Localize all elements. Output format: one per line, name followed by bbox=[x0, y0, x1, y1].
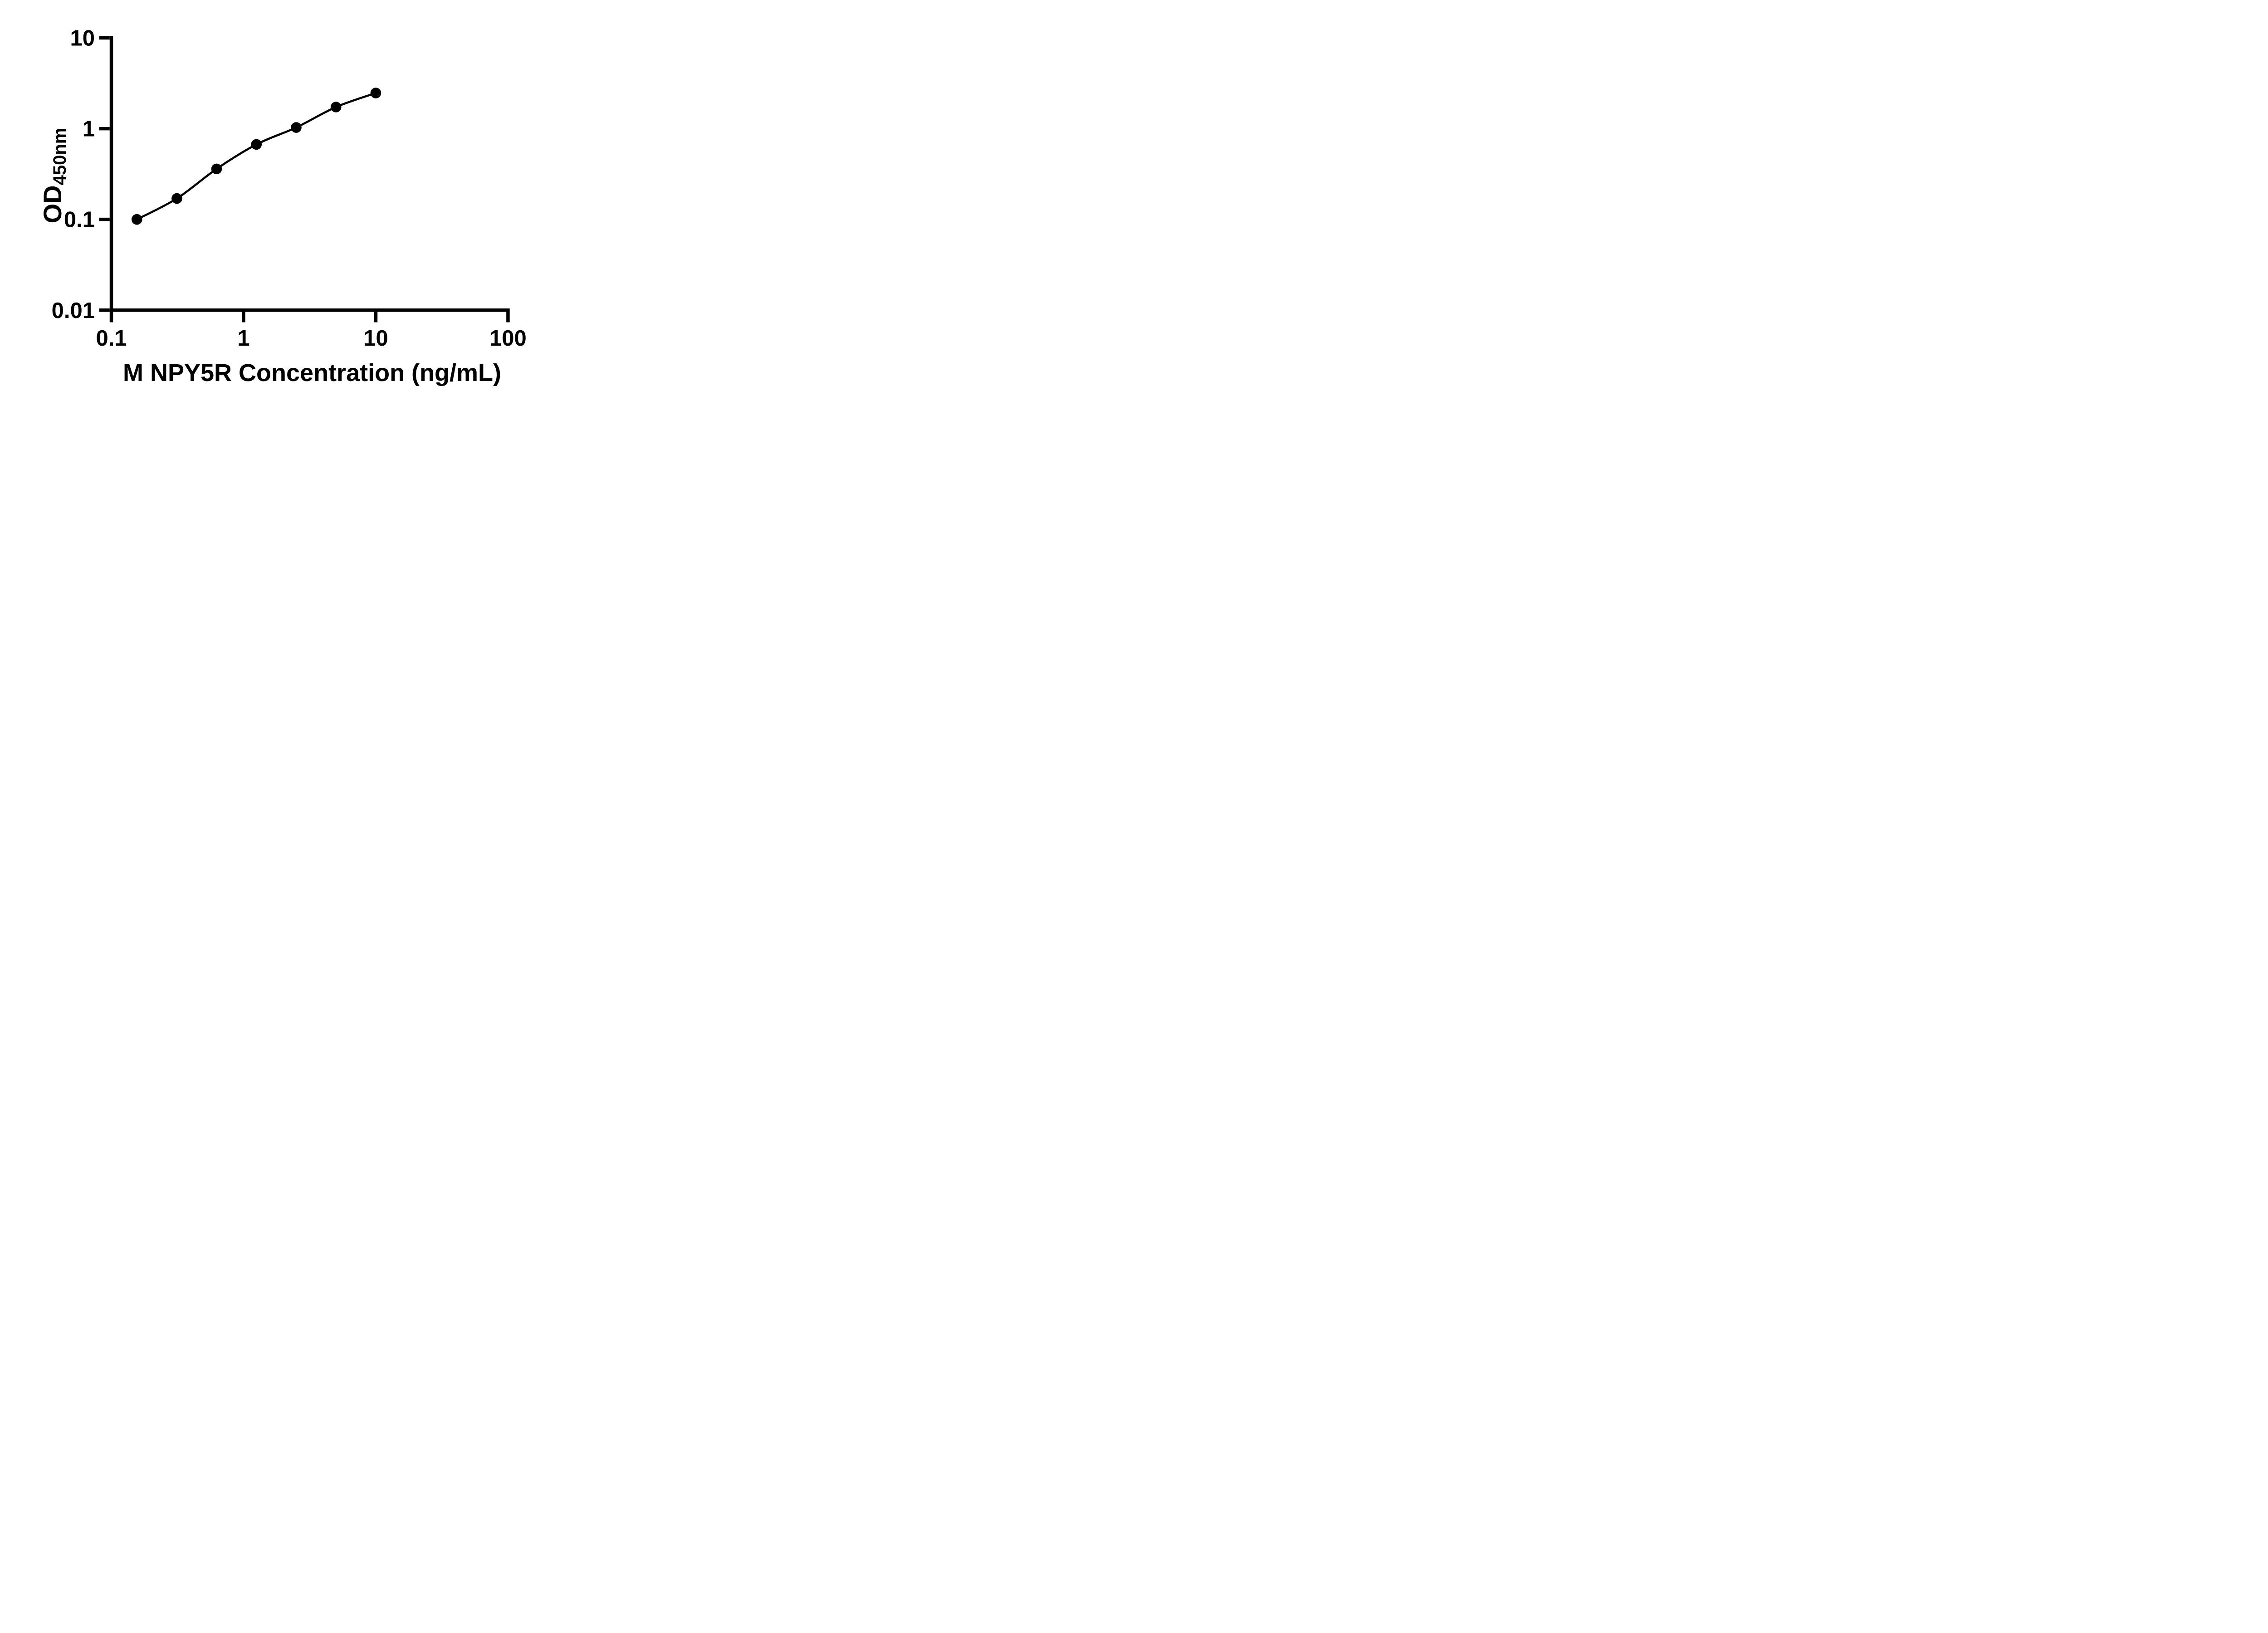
data-point bbox=[291, 122, 302, 133]
y-tick-label: 0.1 bbox=[64, 208, 95, 232]
x-tick-label: 10 bbox=[363, 326, 388, 351]
x-tick-label: 100 bbox=[489, 326, 527, 351]
y-tick-label: 1 bbox=[83, 117, 95, 142]
x-tick-label: 1 bbox=[237, 326, 249, 351]
y-tick-label: 10 bbox=[70, 26, 95, 51]
y-axis-title: OD450nm bbox=[38, 128, 70, 224]
data-point bbox=[370, 88, 381, 98]
y-tick-label: 0.01 bbox=[52, 298, 95, 323]
y-axis-title-subscript: 450nm bbox=[50, 128, 70, 186]
data-point bbox=[211, 163, 222, 175]
data-point bbox=[330, 102, 342, 112]
x-tick-label: 0.1 bbox=[96, 326, 127, 351]
data-point bbox=[131, 214, 142, 225]
data-point bbox=[251, 139, 262, 150]
data-point bbox=[171, 193, 182, 204]
axes-group bbox=[99, 36, 510, 323]
y-axis-title-main: OD bbox=[38, 185, 67, 223]
elisa-standard-curve-figure: 10 1 0.1 0.01 0.1 1 10 100 M NPY5R Concentratio… bbox=[0, 0, 582, 408]
data-points-group bbox=[131, 88, 381, 225]
x-axis-title: M NPY5R Concentration (ng/mL) bbox=[123, 359, 501, 386]
